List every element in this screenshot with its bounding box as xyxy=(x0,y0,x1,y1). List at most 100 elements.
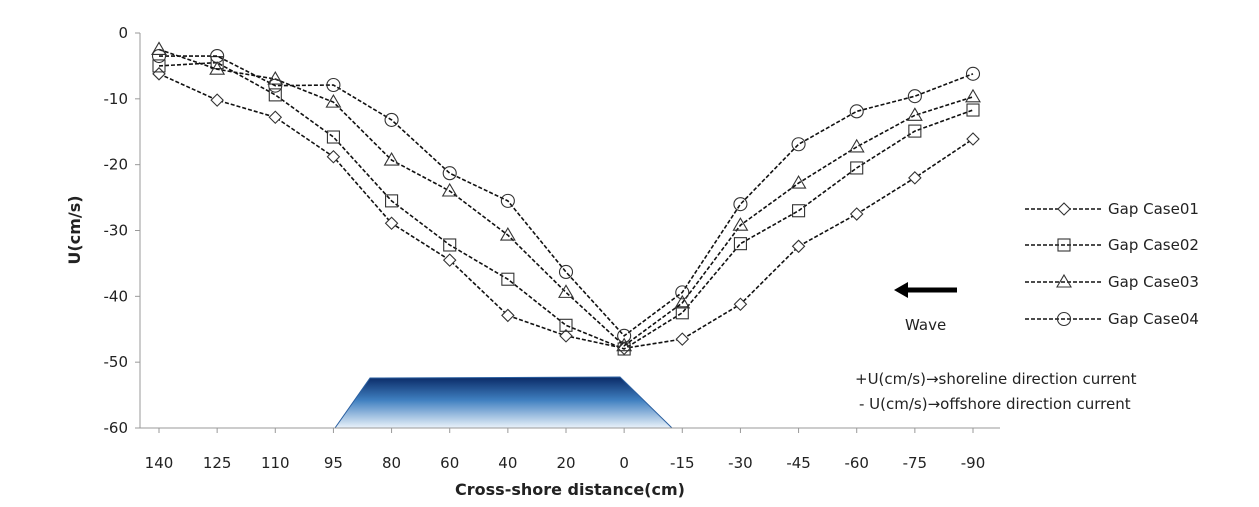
x-tick-label: 20 xyxy=(556,454,575,472)
data-point-circle xyxy=(849,104,864,119)
legend-marker-circle xyxy=(1056,311,1072,327)
wave-arrowhead-icon xyxy=(894,282,908,298)
data-point-triangle xyxy=(732,217,749,231)
y-tick-label: -30 xyxy=(104,222,129,240)
data-point-diamond xyxy=(908,171,922,185)
series-4 xyxy=(151,48,981,343)
data-point-square xyxy=(792,204,806,218)
x-tick-label: 40 xyxy=(498,454,517,472)
data-point-triangle xyxy=(209,61,226,75)
data-point-circle xyxy=(791,137,806,152)
breakwater-shape xyxy=(334,376,674,429)
y-tick-label: 0 xyxy=(118,24,128,42)
y-tick-label: -20 xyxy=(104,156,129,174)
data-point-square xyxy=(152,59,166,73)
series-line xyxy=(158,61,974,350)
data-point-triangle xyxy=(267,70,284,85)
x-tick-label: -15 xyxy=(670,454,695,472)
legend-label: Gap Case03 xyxy=(1108,273,1199,291)
data-point-diamond xyxy=(501,308,515,323)
data-point-triangle xyxy=(616,337,633,352)
data-point-diamond xyxy=(966,132,980,146)
data-point-triangle xyxy=(906,107,923,121)
data-point-circle xyxy=(384,112,399,127)
data-point-triangle xyxy=(848,138,865,153)
x-tick-label: -45 xyxy=(786,454,811,472)
legend-label: Gap Case04 xyxy=(1108,310,1199,328)
y-tick-label: -50 xyxy=(104,353,129,371)
y-tick-label: -10 xyxy=(104,90,129,108)
data-point-circle xyxy=(500,193,515,208)
data-point-circle xyxy=(617,328,632,343)
note-negative: - U(cm/s)→offshore direction current xyxy=(859,395,1131,413)
data-point-square xyxy=(559,318,573,332)
data-point-square xyxy=(385,194,399,208)
x-tick-label: 125 xyxy=(203,454,232,472)
wave-label: Wave xyxy=(905,316,946,334)
data-point-circle xyxy=(326,77,341,93)
data-point-triangle xyxy=(499,227,516,241)
legend-marker-square xyxy=(1057,238,1071,252)
x-tick-label: -60 xyxy=(844,454,869,472)
data-point-square xyxy=(326,130,340,144)
data-point-square xyxy=(966,103,980,117)
x-axis-title: Cross-shore distance(cm) xyxy=(455,480,685,499)
data-point-circle xyxy=(558,264,574,280)
note-positive: +U(cm/s)→shoreline direction current xyxy=(855,370,1137,388)
data-point-circle xyxy=(268,78,283,93)
data-point-triangle xyxy=(383,151,400,166)
series-line xyxy=(159,55,974,337)
x-tick-label: 60 xyxy=(440,454,459,472)
data-point-diamond xyxy=(384,216,399,231)
series-line xyxy=(158,48,974,347)
data-point-triangle xyxy=(151,41,167,56)
data-point-square xyxy=(908,124,922,138)
data-point-square xyxy=(733,237,747,251)
legend-marker-diamond xyxy=(1057,202,1071,216)
data-point-square xyxy=(850,161,864,175)
legend-label: Gap Case02 xyxy=(1108,236,1199,254)
data-point-square xyxy=(675,306,689,320)
data-point-diamond xyxy=(791,239,806,254)
data-point-diamond xyxy=(268,110,283,125)
x-tick-label: 80 xyxy=(382,454,401,472)
data-point-triangle xyxy=(965,88,981,103)
data-point-triangle xyxy=(325,94,342,108)
legend-label: Gap Case01 xyxy=(1108,200,1199,218)
data-point-diamond xyxy=(733,297,748,312)
y-tick-label: -40 xyxy=(104,287,129,305)
data-point-square xyxy=(501,272,515,286)
data-point-diamond xyxy=(849,207,864,221)
x-tick-label: 0 xyxy=(619,454,629,472)
x-tick-label: 140 xyxy=(145,454,174,472)
data-point-circle xyxy=(675,285,690,300)
series-2 xyxy=(152,56,980,356)
series-3 xyxy=(151,41,981,352)
data-point-circle xyxy=(733,197,748,212)
data-point-circle xyxy=(442,166,457,181)
data-point-triangle xyxy=(441,182,458,197)
y-tick-label: -60 xyxy=(104,419,129,437)
data-point-circle xyxy=(210,48,225,64)
data-point-circle xyxy=(965,66,981,81)
data-point-diamond xyxy=(442,253,457,267)
data-point-square xyxy=(268,88,282,102)
data-point-triangle xyxy=(558,284,574,298)
data-point-square xyxy=(443,238,457,252)
data-point-diamond xyxy=(675,332,690,346)
x-tick-label: -30 xyxy=(728,454,753,472)
x-tick-label: -90 xyxy=(961,454,986,472)
series-1 xyxy=(152,67,980,356)
x-tick-label: 110 xyxy=(261,454,290,472)
legend-marker-triangle xyxy=(1056,273,1072,288)
data-point-diamond xyxy=(559,329,573,343)
x-tick-label: -75 xyxy=(903,454,928,472)
data-point-diamond xyxy=(326,149,341,164)
data-point-triangle xyxy=(674,294,691,309)
x-tick-label: 95 xyxy=(324,454,343,472)
y-axis-title: U(cm/s) xyxy=(65,195,84,264)
data-point-circle xyxy=(151,48,167,64)
data-point-triangle xyxy=(790,175,807,189)
